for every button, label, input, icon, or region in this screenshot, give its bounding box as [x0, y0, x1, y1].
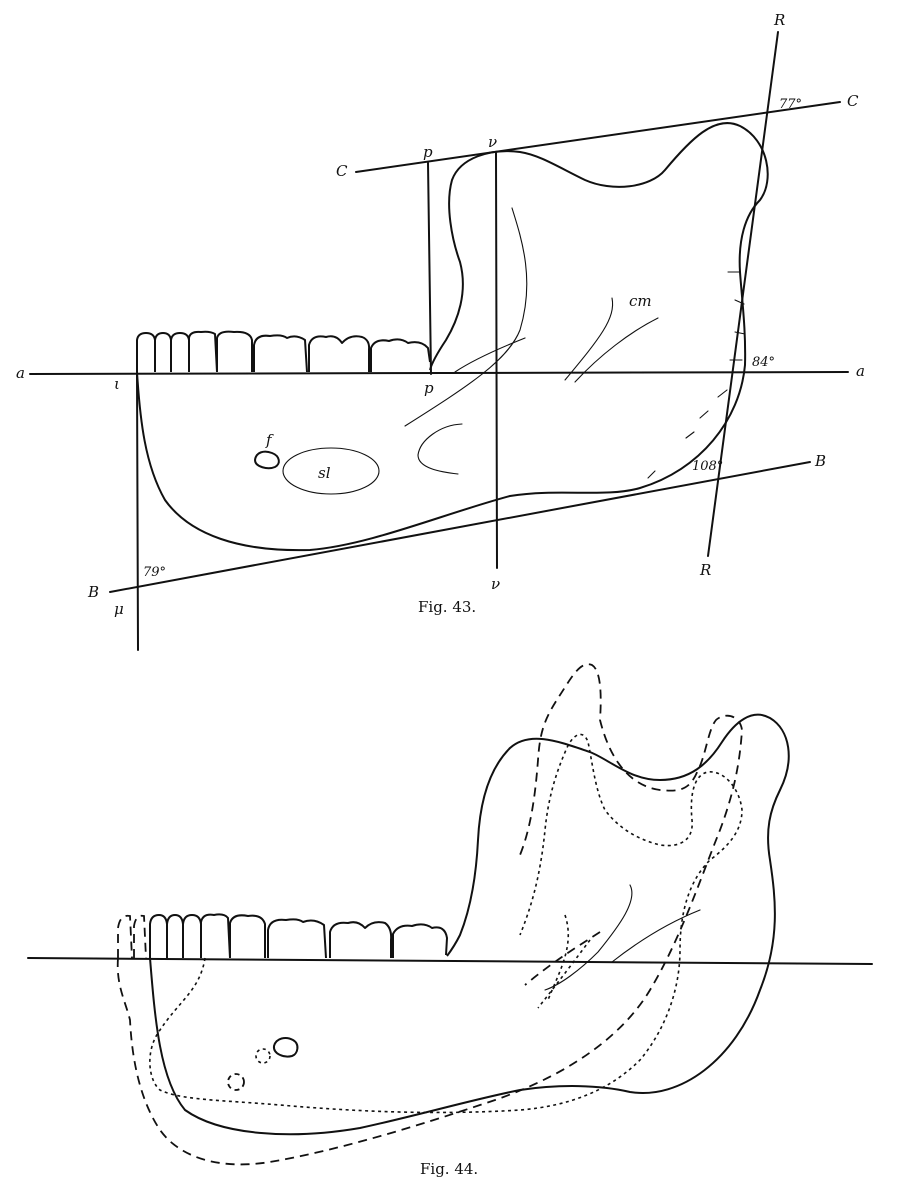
line-nu — [495, 152, 498, 569]
fig43-ridge-line — [454, 337, 526, 373]
angle-label-84: 84° — [752, 355, 775, 370]
fig43-foramen-f — [254, 450, 280, 470]
fig44-ridge-solid-2 — [611, 909, 701, 963]
fig44-foramen-dotted — [255, 1048, 271, 1064]
fig44-mandible-dashed — [116, 663, 743, 1166]
fig44-ridge-solid-1 — [544, 884, 633, 991]
fig44-ridge-dashed-1 — [524, 931, 601, 986]
label-a-left: a — [16, 364, 25, 382]
label-mu: μ — [114, 600, 124, 618]
label-iota: ι — [114, 375, 120, 393]
fig43-border-ticks — [647, 271, 746, 479]
line-rr — [707, 31, 779, 557]
label-p-bottom: p — [424, 379, 434, 397]
angle-label-79: 79° — [143, 565, 166, 580]
fig44-ridge-dotted-2 — [547, 914, 570, 1001]
fig43-lingula-curve — [417, 423, 463, 475]
angle-label-77: 77° — [779, 97, 802, 112]
fig44-dashed-teeth — [117, 914, 147, 959]
fig43-ellipse-sl — [282, 447, 380, 495]
line-aa — [29, 371, 849, 375]
fig43-caption: Fig. 43. — [418, 598, 476, 616]
label-r-top: R — [773, 11, 785, 29]
line-iota-mu — [136, 373, 139, 651]
fig44-foramen-dashed — [227, 1073, 245, 1091]
fig44-foramen-solid — [272, 1037, 299, 1058]
label-nu-top: ν — [488, 133, 497, 151]
fig43-diagram: a a C C B B R R p p ν ν ι μ cm f sl 77° … — [16, 11, 865, 651]
label-sl: sl — [318, 464, 331, 482]
fig43-cm-ridge-1 — [564, 297, 614, 381]
label-c-right: C — [847, 92, 859, 110]
label-p-top: p — [423, 143, 433, 161]
label-r-bottom: R — [699, 561, 711, 579]
angle-label-108: 108° — [692, 459, 723, 474]
fig43-coronoid-ridge — [404, 207, 528, 427]
label-cm: cm — [629, 292, 652, 310]
line-pp — [427, 162, 432, 375]
fig43-mandible-outline — [136, 122, 769, 552]
fig43-cm-ridge-2 — [574, 317, 659, 383]
label-nu-bottom: ν — [491, 575, 500, 593]
label-a-right: a — [856, 362, 865, 380]
label-f: f — [265, 431, 274, 449]
fig44-mandible-dotted — [149, 733, 743, 1114]
label-c-left: C — [336, 162, 348, 180]
fig44-teeth — [149, 913, 448, 959]
label-b-right: B — [814, 452, 826, 470]
line-cc — [355, 101, 841, 173]
fig43-teeth — [136, 330, 431, 373]
line-bb — [109, 461, 811, 593]
fig44-caption: Fig. 44. — [420, 1160, 478, 1178]
fig44-diagram: Fig. 44. — [27, 663, 873, 1178]
fig44-mandible-solid — [149, 713, 790, 1136]
fig44-baseline — [27, 957, 873, 965]
fig44-ridge-dotted-1 — [537, 939, 591, 1009]
label-b-left: B — [87, 583, 99, 601]
